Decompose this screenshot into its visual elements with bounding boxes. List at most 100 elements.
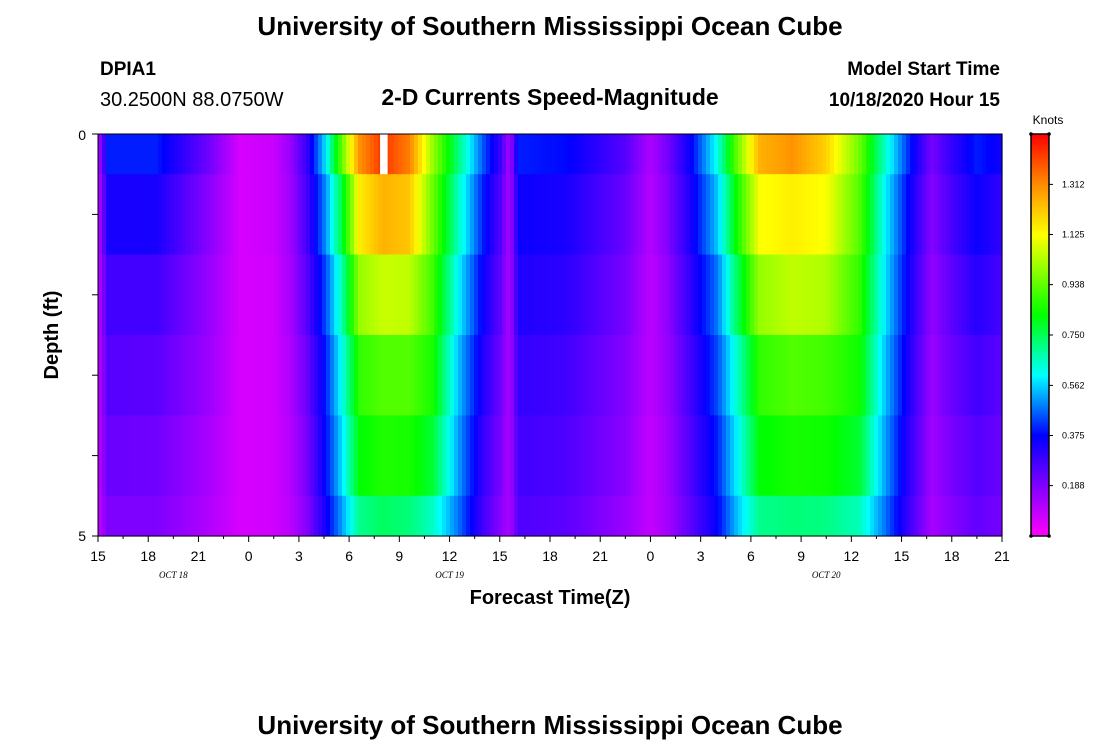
heatmap-cell [378,254,383,336]
heatmap-cell [210,254,215,336]
heatmap-cell [254,335,259,416]
heatmap-cell [474,174,479,256]
heatmap-cell [370,174,375,256]
heatmap-cell [226,335,231,416]
heatmap-cell [290,415,295,497]
heatmap-cell [974,134,979,175]
heatmap-cell [642,335,647,416]
heatmap-cell [150,495,155,537]
heatmap-cell [150,174,155,256]
heatmap-cell [498,254,503,336]
heatmap-cell [538,134,543,175]
heatmap-cell [190,174,195,256]
heatmap-cell [950,495,955,537]
heatmap-cell [110,495,115,537]
heatmap-cell [110,415,115,497]
heatmap-cell [214,335,219,416]
heatmap-cell [894,495,899,537]
heatmap-cell [230,335,235,416]
heatmap-cell [658,495,663,537]
heatmap-cell [690,335,695,416]
heatmap-cell [166,415,171,497]
heatmap-cell [362,415,367,497]
heatmap-cell [122,174,127,256]
heatmap-cell [246,415,251,497]
heatmap-cell [550,415,555,497]
heatmap-cell [146,415,151,497]
heatmap-cell [402,495,407,537]
heatmap-cell [546,254,551,336]
heatmap-cell [702,415,707,497]
heatmap-cell [962,495,967,537]
heatmap-cell [366,174,371,256]
heatmap-cell [130,495,135,537]
heatmap-cell [290,254,295,336]
model-start-value: 10/18/2020 Hour 15 [829,90,1001,111]
heatmap-cell [186,415,191,497]
heatmap-cell [486,415,491,497]
heatmap-cell [142,495,147,537]
heatmap-cell [834,495,839,537]
heatmap-cell [654,174,659,256]
heatmap-cell [974,174,979,256]
heatmap-cell [742,495,747,537]
heatmap-cell [226,254,231,336]
heatmap-cell [754,174,759,256]
heatmap-cell [222,495,227,537]
heatmap-cell [490,495,495,537]
heatmap-cell [606,335,611,416]
heatmap-cell [490,254,495,336]
heatmap-cell [894,134,899,175]
heatmap-cell [454,415,459,497]
heatmap-cell [746,335,751,416]
heatmap-cell [134,174,139,256]
heatmap-cell [894,174,899,256]
heatmap-cell [954,134,959,175]
heatmap-cell [450,415,455,497]
heatmap-cell [506,134,511,175]
heatmap-cell [714,254,719,336]
heatmap-cell [906,174,911,256]
heatmap-cell [750,335,755,416]
heatmap-cell [658,134,663,175]
heatmap-cell [558,134,563,175]
heatmap-cell [550,335,555,416]
heatmap-cell [402,134,407,175]
heatmap-cell [710,134,715,175]
heatmap-cell [566,254,571,336]
heatmap-cell [122,134,127,175]
heatmap-cell [398,134,403,175]
heatmap-cell [766,415,771,497]
colorbar-tick-label: 0.750 [1062,330,1085,340]
heatmap-cell [914,134,919,175]
heatmap-cell [478,335,483,416]
heatmap-cell [506,254,511,336]
heatmap-cell [286,174,291,256]
heatmap-cell [578,415,583,497]
heatmap-cell [470,335,475,416]
heatmap-cell [902,495,907,537]
heatmap-cell [138,134,143,175]
heatmap-cell [278,495,283,537]
heatmap-cell [942,415,947,497]
heatmap-cell [482,254,487,336]
heatmap-cell [422,174,427,256]
heatmap-cell [406,495,411,537]
heatmap-cell [522,415,527,497]
heatmap-cell [742,335,747,416]
heatmap-cell [166,495,171,537]
heatmap-cell [694,495,699,537]
heatmap-cell [394,495,399,537]
heatmap-cell [810,134,815,175]
heatmap-cell [854,495,859,537]
x-tick-label: 9 [395,548,403,564]
heatmap-cell [694,134,699,175]
heatmap-cell [854,335,859,416]
heatmap-cell [246,174,251,256]
heatmap-cell [910,134,915,175]
heatmap-cell [730,254,735,336]
heatmap-cell [566,134,571,175]
heatmap-cell [194,495,199,537]
heatmap-cell [874,495,879,537]
heatmap-cell [878,495,883,537]
